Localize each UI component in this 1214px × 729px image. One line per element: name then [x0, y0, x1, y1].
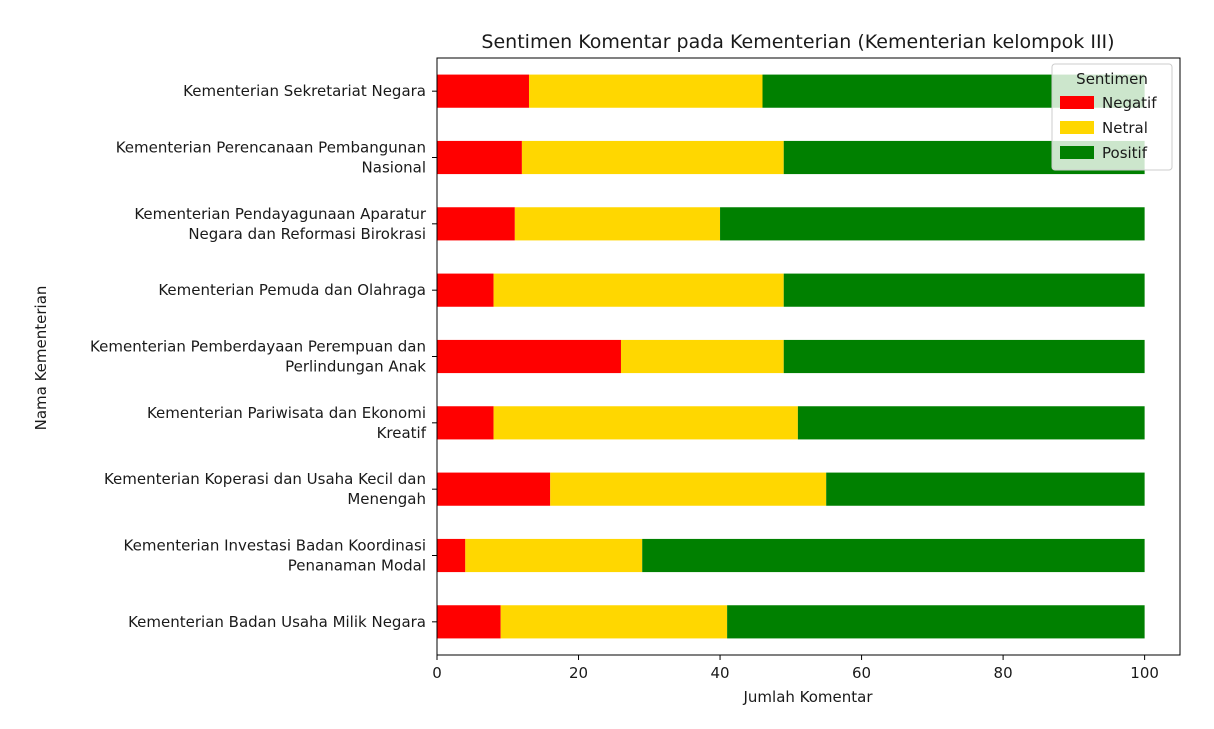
legend-label-positif: Positif	[1102, 144, 1148, 162]
chart-title: Sentimen Komentar pada Kementerian (Keme…	[481, 31, 1114, 53]
x-tick-label-4: 80	[994, 664, 1013, 682]
legend: Sentimen Negatif Netral Positif	[1051, 63, 1173, 171]
legend-label-netral: Netral	[1102, 119, 1148, 137]
bar-netral-6	[550, 472, 827, 506]
bar-netral-8	[500, 605, 728, 639]
legend-swatch-positif	[1060, 146, 1094, 159]
y-tick-label-3: Kementerian Pemuda dan Olahraga	[158, 281, 426, 299]
bar-positif-7	[642, 538, 1145, 573]
y-tick-label-4: Kementerian Pemberdayaan Perempuan dan Pe…	[90, 338, 426, 376]
bar-netral-1	[521, 140, 784, 175]
bar-positif-5	[797, 406, 1145, 440]
bar-netral-4	[620, 339, 784, 374]
y-tick-label-7: Kementerian Investasi Badan Koordinasi Pe…	[124, 537, 426, 575]
y-axis-title: Nama Kementerian	[32, 286, 50, 431]
bar-positif-8	[727, 605, 1145, 639]
x-tick-label-5: 100	[1130, 664, 1159, 682]
bar-positif-4	[783, 339, 1145, 374]
bar-negatif-8	[437, 605, 501, 639]
bar-positif-2	[720, 207, 1145, 241]
bars-layer	[437, 74, 1145, 639]
bar-negatif-3	[437, 273, 494, 307]
bar-positif-6	[826, 472, 1145, 506]
bar-netral-0	[528, 74, 763, 108]
legend-title: Sentimen	[1076, 70, 1148, 88]
bar-negatif-7	[437, 538, 466, 573]
bar-netral-5	[493, 406, 798, 440]
y-tick-label-0: Kementerian Sekretariat Negara	[183, 82, 426, 100]
x-tick-label-2: 40	[711, 664, 730, 682]
x-tick-label-1: 20	[569, 664, 588, 682]
legend-box	[1051, 63, 1173, 171]
bar-netral-7	[465, 538, 643, 573]
bar-negatif-5	[437, 406, 494, 440]
x-axis-title: Jumlah Komentar	[742, 688, 873, 706]
bar-netral-3	[493, 273, 784, 307]
y-tick-label-2: Kementerian Pendayagunaan Aparatur Negara…	[134, 205, 427, 243]
bar-positif-3	[783, 273, 1145, 307]
bar-negatif-4	[437, 339, 621, 374]
y-tick-label-1: Kementerian Perencanaan Pembangunan Nasio…	[116, 139, 426, 177]
legend-swatch-netral	[1060, 121, 1094, 134]
legend-swatch-negatif	[1060, 96, 1094, 109]
legend-label-negatif: Negatif	[1102, 94, 1157, 112]
y-tick-label-5: Kementerian Pariwisata dan Ekonomi Kreati…	[147, 404, 427, 442]
bar-negatif-2	[437, 207, 515, 241]
bar-negatif-0	[437, 74, 529, 108]
bar-negatif-6	[437, 472, 551, 506]
bar-netral-2	[514, 207, 721, 241]
x-tick-label-0: 0	[432, 664, 442, 682]
axes-layer: Kementerian Sekretariat Negara Kementeria…	[90, 57, 1181, 682]
bar-negatif-1	[437, 140, 522, 175]
y-tick-label-6: Kementerian Koperasi dan Usaha Kecil dan…	[104, 470, 426, 508]
y-tick-label-8: Kementerian Badan Usaha Milik Negara	[128, 613, 426, 631]
x-tick-label-3: 60	[852, 664, 871, 682]
plot-frame	[436, 57, 1181, 656]
